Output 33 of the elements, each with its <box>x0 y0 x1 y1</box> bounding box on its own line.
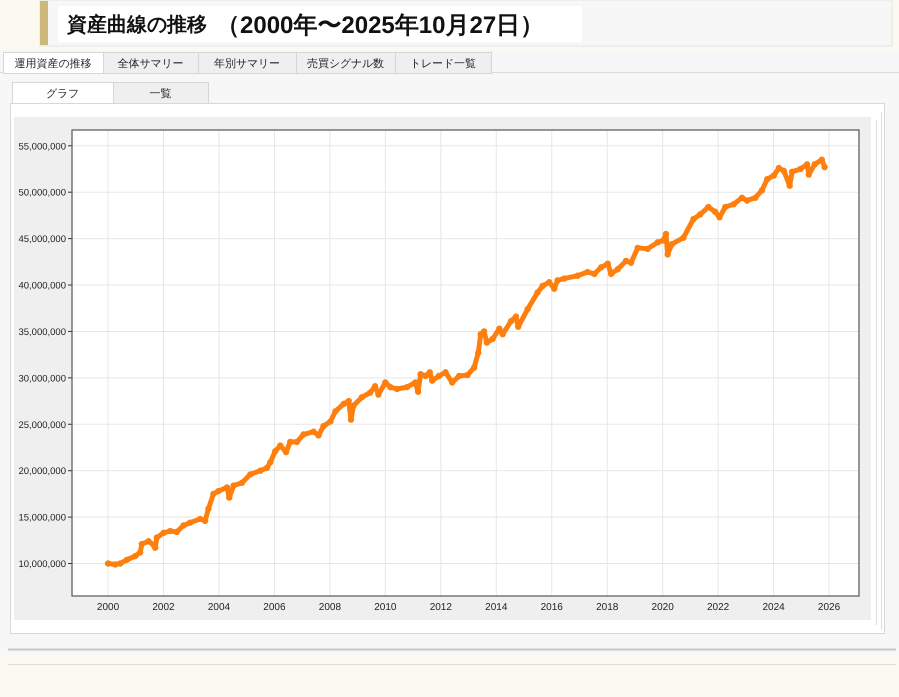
y-tick-label: 50,000,000 <box>18 188 66 199</box>
y-tick-label: 25,000,000 <box>18 420 66 431</box>
x-tick-label: 2012 <box>430 602 452 613</box>
tab: 一覧 <box>113 82 209 104</box>
x-tick-label: 2008 <box>318 602 342 613</box>
y-tick-label: 15,000,000 <box>18 512 66 524</box>
chart-title: 資産曲線の推移 <box>66 13 207 36</box>
y-tick-label: 20,000,000 <box>18 466 66 478</box>
tab: 運用資産の推移 <box>3 52 104 74</box>
x-tick-label: 2024 <box>762 602 786 613</box>
x-tick-label: 2004 <box>208 602 231 613</box>
x-tick-label: 2006 <box>263 602 286 613</box>
x-tick-label: 2020 <box>652 602 674 613</box>
y-tick-label: 55,000,000 <box>18 141 66 152</box>
x-tick-label: 2002 <box>152 602 176 613</box>
chart-subtitle: （2000年〜2025年10月27日） <box>216 12 544 39</box>
y-tick-label: 30,000,000 <box>18 373 66 384</box>
y-tick-label: 10,000,000 <box>18 559 66 570</box>
y-tick-label: 40,000,000 <box>18 280 66 292</box>
x-tick-label: 2016 <box>540 602 564 613</box>
tab: 売買シグナル数 <box>296 52 396 74</box>
tab: 全体サマリー <box>103 52 199 74</box>
x-tick-label: 2010 <box>374 602 397 613</box>
tab: グラフ <box>12 82 114 104</box>
x-tick-label: 2022 <box>707 602 730 613</box>
tab: 年別サマリー <box>198 52 297 74</box>
y-tick-label: 35,000,000 <box>18 326 66 338</box>
x-tick-label: 2026 <box>818 602 841 613</box>
x-tick-label: 2014 <box>485 602 508 613</box>
tab: トレード一覧 <box>395 52 492 74</box>
x-tick-label: 2000 <box>96 602 120 613</box>
x-tick-label: 2018 <box>596 602 619 613</box>
y-tick-label: 45,000,000 <box>18 234 66 246</box>
